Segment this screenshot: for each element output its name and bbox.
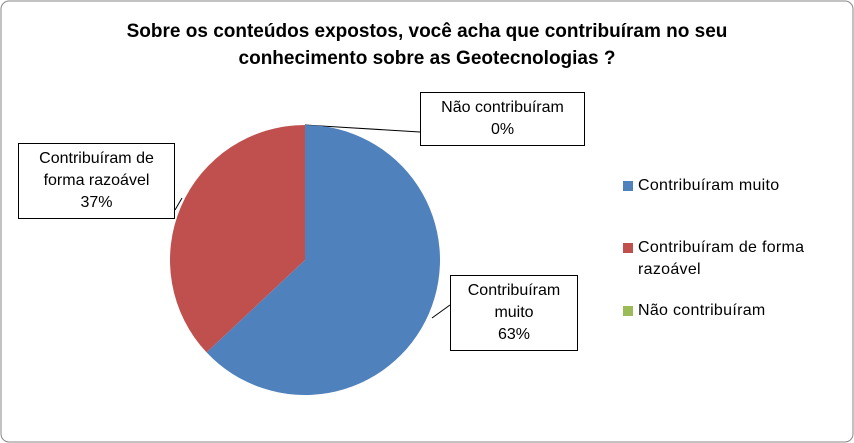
leader-line: [431, 304, 451, 319]
data-label-name: Contribuíram muito: [467, 282, 561, 321]
data-label-value: 0%: [490, 121, 515, 138]
pie-slice: [206, 125, 441, 396]
chart-title: Sobre os conteúdos expostos, você acha q…: [126, 21, 728, 69]
pie-slice: [170, 125, 305, 353]
leader-line: [174, 197, 183, 211]
legend-swatch: [623, 306, 633, 316]
data-label-name: Contribuíram de forma razoável: [39, 150, 154, 189]
data-label-value: 37%: [80, 194, 113, 211]
data-label: Contribuíram muito 63%: [450, 275, 578, 351]
data-label: Não contribuíram 0%: [420, 92, 585, 146]
legend-swatch: [623, 243, 633, 253]
data-label: Contribuíram de forma razoável 37%: [18, 143, 175, 219]
legend-label: Não contribuíram: [638, 302, 766, 319]
leader-line: [304, 124, 421, 133]
legend-label: Contribuíram muito: [638, 177, 780, 194]
legend-swatch: [623, 181, 633, 191]
data-label-name: Não contribuíram: [441, 99, 564, 116]
data-label-value: 63%: [497, 326, 531, 343]
legend-label: Contribuíram de forma razoável: [638, 239, 805, 278]
